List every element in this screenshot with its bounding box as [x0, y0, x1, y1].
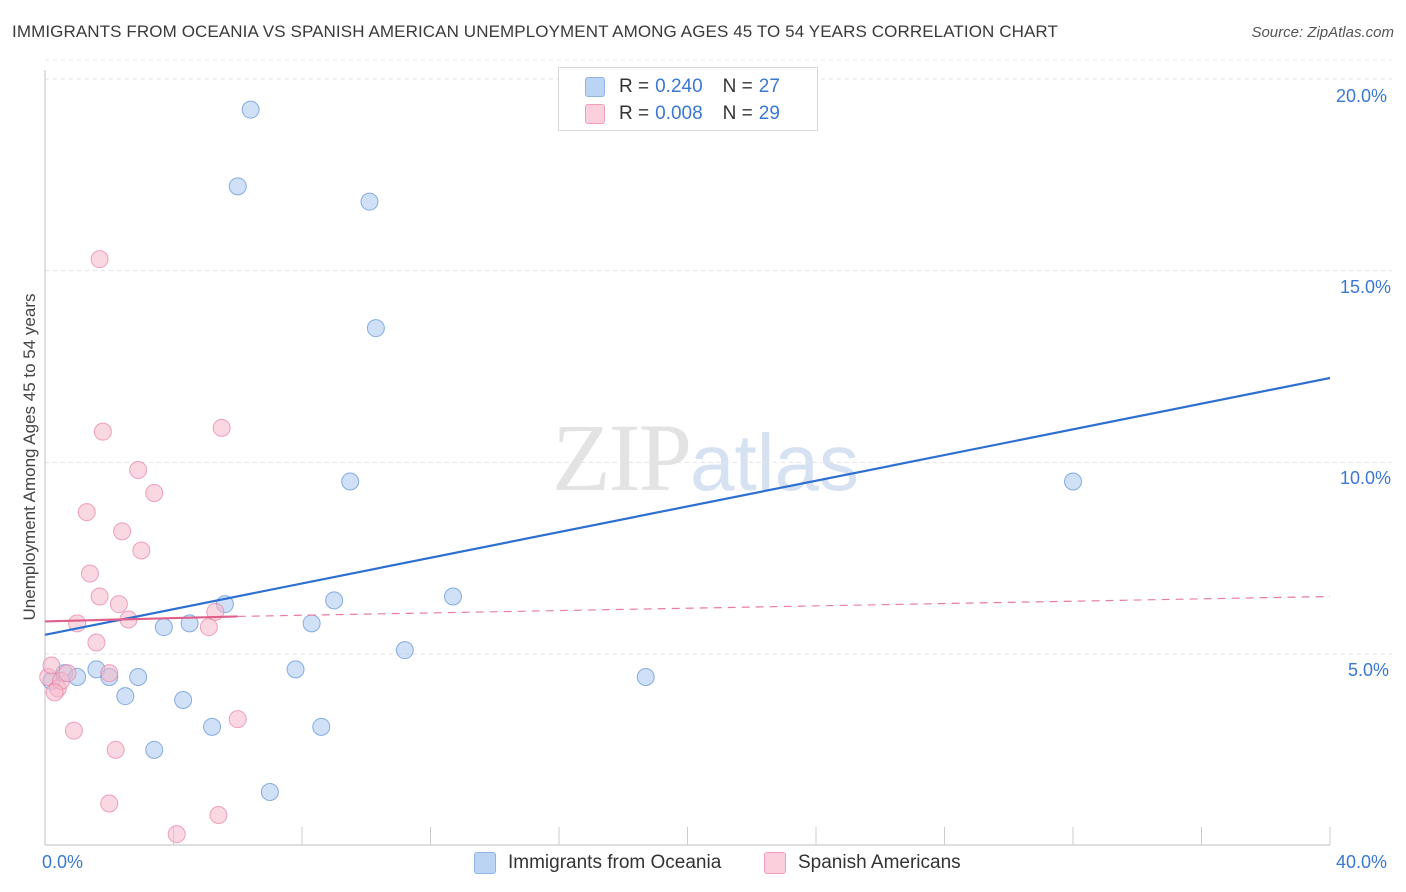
spanish-point — [109, 595, 128, 614]
x-tick-label-max: 40.0% — [1336, 852, 1388, 872]
oceania-point — [360, 192, 379, 211]
oceania-point — [116, 687, 135, 706]
oceania-point — [145, 740, 164, 759]
legend-n-value: 29 — [758, 103, 780, 124]
y-tick-label-15: 15.0% — [1340, 277, 1392, 297]
legend-r-label: R = — [619, 76, 650, 97]
bottom-legend-label-oceania: Immigrants from Oceania — [508, 852, 722, 873]
oceania-point — [241, 100, 260, 119]
oceania-point — [174, 691, 193, 709]
spanish-point — [90, 587, 109, 606]
oceania-point — [443, 587, 462, 606]
legend-n-label: N = — [722, 103, 753, 124]
spanish-point — [93, 422, 112, 441]
legend-swatch-spanish — [585, 104, 605, 124]
x-tick-label-min: 0.0% — [42, 852, 84, 872]
oceania-point — [260, 783, 279, 801]
spanish-point — [212, 418, 231, 437]
spanish-trend-line-dashed — [237, 595, 1331, 618]
oceania-point — [129, 668, 148, 686]
spanish-point — [45, 683, 64, 702]
legend-r-label: R = — [619, 103, 650, 124]
y-tick-label-10: 10.0% — [1340, 468, 1392, 488]
oceania-point — [228, 177, 247, 196]
bottom-legend-swatch-oceania — [474, 852, 496, 874]
spanish-point — [87, 633, 106, 652]
y-tick-label-5: 5.0% — [1348, 660, 1390, 680]
oceania-point — [180, 614, 199, 633]
spanish-point — [167, 825, 186, 844]
legend-n-value: 27 — [758, 76, 780, 97]
legend-n-label: N = — [722, 76, 753, 97]
y-axis-label: Unemployment Among Ages 45 to 54 years — [20, 293, 39, 621]
legend-row-spanish: R = 0.008 N = 29 — [585, 103, 780, 125]
chart-title: IMMIGRANTS FROM OCEANIA VS SPANISH AMERI… — [12, 22, 1058, 41]
spanish-point — [100, 794, 119, 813]
spanish-point — [132, 541, 151, 560]
spanish-point — [64, 721, 83, 740]
correlation-legend: R = 0.240 N = 27 R = 0.008 N = 29 — [558, 67, 818, 131]
oceania-point — [154, 618, 173, 637]
spanish-point — [209, 806, 228, 824]
bottom-legend-oceania: Immigrants from Oceania — [474, 852, 721, 874]
oceania-point — [395, 641, 414, 660]
oceania-trend-line — [44, 376, 1331, 636]
y-tick-label-20: 20.0% — [1336, 86, 1388, 106]
oceania-point — [312, 717, 331, 736]
legend-row-oceania: R = 0.240 N = 27 — [585, 76, 780, 98]
oceania-point — [1064, 472, 1082, 491]
spanish-point — [199, 618, 218, 637]
oceania-point — [302, 614, 321, 633]
spanish-point — [58, 664, 77, 683]
spanish-trend-line — [44, 615, 238, 623]
oceania-point — [341, 472, 360, 491]
spanish-point — [228, 710, 247, 729]
source-credit: Source: ZipAtlas.com — [1251, 24, 1394, 41]
oceania-point — [203, 717, 222, 736]
spanish-point — [106, 740, 125, 759]
oceania-point — [636, 668, 655, 686]
oceania-point — [325, 591, 344, 610]
spanish-point — [100, 664, 119, 683]
spanish-point — [113, 522, 132, 541]
bottom-legend-swatch-spanish — [764, 852, 786, 874]
legend-r-value: 0.008 — [655, 103, 703, 124]
legend-swatch-oceania — [585, 77, 605, 97]
spanish-point — [90, 250, 109, 269]
oceania-point — [286, 660, 305, 679]
spanish-point — [145, 484, 164, 502]
legend-r-value: 0.240 — [655, 76, 703, 97]
oceania-point — [366, 319, 385, 338]
spanish-point — [77, 503, 96, 522]
watermark-zip: ZIP — [552, 404, 692, 511]
bottom-legend-spanish: Spanish Americans — [764, 852, 961, 874]
spanish-point — [42, 656, 61, 675]
spanish-point — [80, 564, 99, 583]
spanish-point — [129, 461, 148, 479]
bottom-legend-label-spanish: Spanish Americans — [798, 852, 961, 873]
